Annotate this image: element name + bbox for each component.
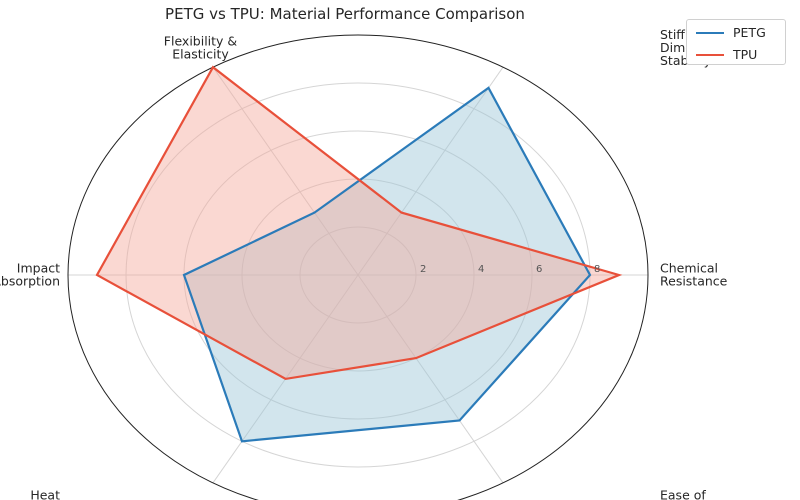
spoke-2 (212, 66, 359, 276)
axis-label-0-line-0: Chemical (660, 260, 718, 275)
legend-label-petg: PETG (733, 25, 766, 40)
axis-label-3-line-1: Absorption (0, 273, 60, 288)
axis-label-5-line-0: Ease of (660, 487, 706, 500)
axis-label-2-line-0: Flexibility & (164, 34, 238, 49)
axis-label-4-line-0: Heat (30, 487, 60, 500)
radial-tick-label-2: 2 (420, 264, 426, 275)
axis-label-4: HeatResistance (0, 487, 60, 500)
series-fill-petg (184, 87, 590, 442)
legend-label-tpu: TPU (733, 47, 758, 62)
radial-tick-label-4: 4 (478, 264, 484, 275)
radar-series (95, 65, 623, 443)
legend-item-tpu: TPU (687, 45, 785, 64)
axis-label-2-line-1: Elasticity (172, 47, 229, 62)
axis-label-2: Flexibility & Elasticity (164, 34, 238, 62)
radial-tick-label-8: 8 (594, 264, 600, 275)
axis-label-0-line-1: Resistance (660, 273, 728, 288)
legend-item-petg: PETG (687, 23, 785, 42)
chart-title: PETG vs TPU: Material Performance Compar… (165, 5, 525, 23)
axis-label-3: ImpactAbsorption (0, 260, 60, 288)
axis-label-5: Ease ofPrinting (660, 487, 708, 500)
outer-frame (67, 34, 649, 500)
legend: PETG TPU (686, 19, 786, 65)
spoke-1 (357, 66, 504, 276)
legend-swatch-tpu (696, 53, 724, 56)
spoke-5 (357, 274, 504, 484)
series-fill-tpu (97, 67, 619, 379)
axis-label-3-line-0: Impact (17, 260, 60, 275)
axis-label-0: Chemical Resistance (660, 260, 728, 288)
radial-ticks: 2 4 6 8 (420, 264, 600, 275)
radial-tick-label-6: 6 (536, 264, 542, 275)
legend-swatch-petg (696, 31, 724, 34)
